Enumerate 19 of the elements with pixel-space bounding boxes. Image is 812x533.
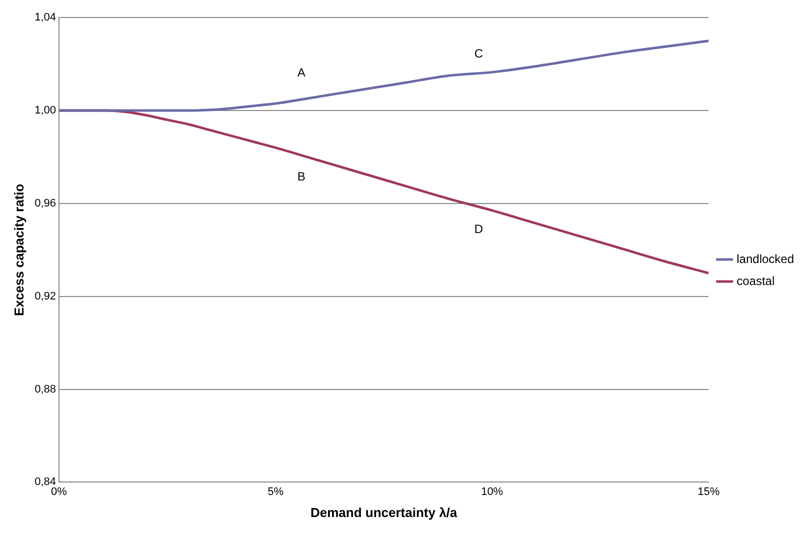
x-tick-label: 0% <box>51 486 68 498</box>
legend-label: landlocked <box>736 252 794 266</box>
y-tick-label: 1,00 <box>34 104 56 117</box>
legend-label: coastal <box>736 274 775 288</box>
x-tick-label: 10% <box>481 486 504 498</box>
y-tick-label: 0,88 <box>34 383 56 396</box>
x-tick-label: 15% <box>698 486 720 498</box>
x-tick-label: 5% <box>268 486 284 498</box>
x-axis-title: Demand uncertainty λ/a <box>310 504 458 520</box>
y-tick-label: 1,04 <box>34 12 56 24</box>
y-tick-label: 0,96 <box>34 197 56 210</box>
y-axis-title: Excess capacity ratio <box>11 184 26 316</box>
annotation: A <box>297 66 306 80</box>
annotation: C <box>474 46 484 61</box>
annotation: D <box>474 222 484 236</box>
annotation: B <box>297 169 306 184</box>
y-tick-label: 0,84 <box>34 476 56 488</box>
y-tick-label: 0,92 <box>34 290 56 302</box>
line-series <box>59 40 709 112</box>
